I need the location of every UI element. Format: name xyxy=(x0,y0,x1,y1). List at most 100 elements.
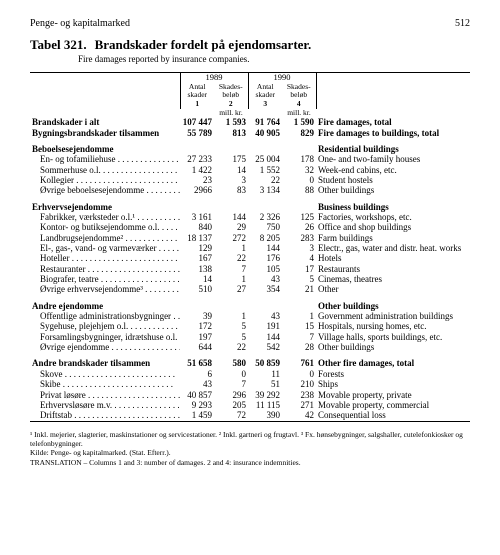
cell: 105 xyxy=(248,264,282,274)
page-number: 512 xyxy=(455,18,470,29)
cell xyxy=(180,295,214,311)
row-label-en: Residential buildings xyxy=(316,138,470,154)
row-label-en: Student hostels xyxy=(316,175,470,185)
row-label: Hoteller xyxy=(30,253,180,263)
cell: 829 xyxy=(282,128,316,138)
row-label: Skibe xyxy=(30,379,180,389)
cell: 11 115 xyxy=(248,400,282,410)
cell: 197 xyxy=(180,332,214,342)
row-label: Sommerhuse o.l. xyxy=(30,165,180,175)
cell: 390 xyxy=(248,410,282,421)
cell: 51 xyxy=(248,379,282,389)
cell: 43 xyxy=(248,274,282,284)
cell: 1 593 xyxy=(214,117,248,127)
cell: 129 xyxy=(180,243,214,253)
cell: 8 205 xyxy=(248,233,282,243)
data-table: 1989 1990 Antal skader1 Skades-beløb2 An… xyxy=(30,72,470,422)
cell: 144 xyxy=(248,332,282,342)
cell: 107 447 xyxy=(180,117,214,127)
cell: 144 xyxy=(248,243,282,253)
row-label: Øvrige erhvervsejendomme³ xyxy=(30,284,180,294)
row-label-en: Other buildings xyxy=(316,185,470,195)
cell: 14 xyxy=(214,165,248,175)
cell: 238 xyxy=(282,390,316,400)
cell: 88 xyxy=(282,185,316,195)
cell: 271 xyxy=(282,400,316,410)
cell: 178 xyxy=(282,154,316,164)
cell: 354 xyxy=(248,284,282,294)
cell: 17 xyxy=(282,264,316,274)
cell: 1 552 xyxy=(248,165,282,175)
cell: 175 xyxy=(214,154,248,164)
cell: 83 xyxy=(214,185,248,195)
row-label-en: Restaurants xyxy=(316,264,470,274)
cell: 27 xyxy=(214,284,248,294)
cell xyxy=(282,138,316,154)
cell: 761 xyxy=(282,358,316,368)
cell xyxy=(282,196,316,212)
cell: 0 xyxy=(282,175,316,185)
cell: 1 459 xyxy=(180,410,214,421)
row-label-en: Other fire damages, total xyxy=(316,358,470,368)
cell: 2 326 xyxy=(248,212,282,222)
cell: 22 xyxy=(214,342,248,352)
cell: 21 xyxy=(282,284,316,294)
cell xyxy=(282,295,316,311)
cell: 4 xyxy=(282,253,316,263)
cell: 7 xyxy=(214,264,248,274)
cell: 138 xyxy=(180,264,214,274)
cell: 50 859 xyxy=(248,358,282,368)
row-label: Øvrige ejendomme xyxy=(30,342,180,352)
cell: 23 xyxy=(180,175,214,185)
cell: 5 xyxy=(214,332,248,342)
row-label-en: Ships xyxy=(316,379,470,389)
row-label: Driftstab xyxy=(30,410,180,421)
cell: 0 xyxy=(282,369,316,379)
cell: 510 xyxy=(180,284,214,294)
row-label-en: Forests xyxy=(316,369,470,379)
cell: 167 xyxy=(180,253,214,263)
row-label: Kollegier xyxy=(30,175,180,185)
cell: 3 xyxy=(214,175,248,185)
cell: 11 xyxy=(248,369,282,379)
unit-1: mill. kr. xyxy=(214,109,248,118)
table-title-text: Brandskader fordelt på ejendomsarter. xyxy=(95,37,312,53)
cell: 813 xyxy=(214,128,248,138)
cell xyxy=(214,295,248,311)
cell: 51 658 xyxy=(180,358,214,368)
row-label: Forsamlingsbygninger, idrætshuse o.l. xyxy=(30,332,180,342)
row-label-en: Movable property, commercial xyxy=(316,400,470,410)
cell xyxy=(180,138,214,154)
row-label: Sygehuse, plejehjem o.l. xyxy=(30,321,180,331)
cell: 40 905 xyxy=(248,128,282,138)
unit-2: mill. kr. xyxy=(282,109,316,118)
row-label: El-, gas-, vand- og varmeværker xyxy=(30,243,180,253)
row-label-en: Business buildings xyxy=(316,196,470,212)
row-label-en: Fire damages to buildings, total xyxy=(316,128,470,138)
cell: 72 xyxy=(214,410,248,421)
row-label: Restauranter xyxy=(30,264,180,274)
row-label: Erhvervsløsøre m.v. xyxy=(30,400,180,410)
row-label: Fabrikker, værksteder o.l.¹ xyxy=(30,212,180,222)
cell: 42 xyxy=(282,410,316,421)
row-label-en: Hotels xyxy=(316,253,470,263)
cell: 210 xyxy=(282,379,316,389)
cell: 15 xyxy=(282,321,316,331)
cell xyxy=(214,196,248,212)
cell: 32 xyxy=(282,165,316,175)
cell: 144 xyxy=(214,212,248,222)
row-label-en: Cinemas, theatres xyxy=(316,274,470,284)
cell xyxy=(180,196,214,212)
cell: 7 xyxy=(214,379,248,389)
cell: 1 590 xyxy=(282,117,316,127)
footnotes: ¹ Inkl. mejerier, slagterier, maskinstat… xyxy=(30,430,470,468)
cell: 5 xyxy=(282,274,316,284)
row-label: Offentlige administrationsbygninger xyxy=(30,311,180,321)
row-label-en: Movable property, private xyxy=(316,390,470,400)
table-title: Tabel 321. Brandskader fordelt på ejendo… xyxy=(30,37,470,53)
row-label: Kontor- og butiksejendomme o.l. xyxy=(30,222,180,232)
cell: 3 134 xyxy=(248,185,282,195)
table-subtitle: Fire damages reported by insurance compa… xyxy=(78,54,470,64)
cell xyxy=(248,295,282,311)
row-label-en: Hospitals, nursing homes, etc. xyxy=(316,321,470,331)
